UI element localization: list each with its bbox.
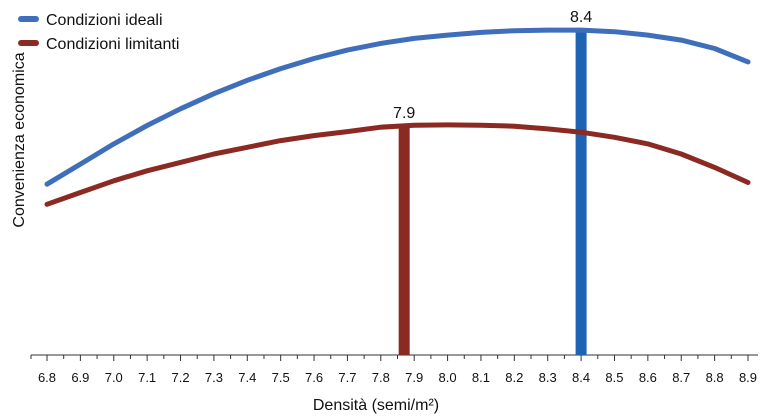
x-tick-label: 8.5 (605, 370, 623, 385)
x-tick-label: 8.0 (439, 370, 457, 385)
legend: Condizioni ideali Condizioni limitanti (18, 12, 179, 53)
x-tick-label: 7.5 (272, 370, 290, 385)
x-tick-label: 7.1 (138, 370, 156, 385)
x-tick-label: 8.3 (539, 370, 557, 385)
optimum-markers: 8.4 7.9 (393, 9, 592, 355)
x-tick-label: 7.8 (372, 370, 390, 385)
x-tick-label: 8.7 (672, 370, 690, 385)
optimum-label-limited: 7.9 (393, 105, 415, 122)
x-tick-label: 7.6 (305, 370, 323, 385)
series-line-limited (44, 122, 751, 207)
y-axis-title: Convenienza economica (11, 52, 28, 227)
x-tick-label: 8.9 (739, 370, 757, 385)
x-tick-label: 8.4 (572, 370, 590, 385)
x-tick-label: 7.3 (205, 370, 223, 385)
x-tick-label: 7.9 (405, 370, 423, 385)
x-tick-label: 7.0 (105, 370, 123, 385)
x-tick-label: 7.7 (338, 370, 356, 385)
x-axis-title: Densità (semi/m²) (313, 397, 439, 414)
series-line-ideal (44, 27, 751, 187)
series-lines (44, 27, 751, 207)
x-tick-label: 8.2 (505, 370, 523, 385)
legend-label-limited: Condizioni limitanti (46, 36, 179, 53)
x-tick-label: 8.8 (706, 370, 724, 385)
x-tick-label: 8.6 (639, 370, 657, 385)
x-axis-ticks: 6.8 6.9 7.0 7.1 7.2 7.3 7.4 7.5 7.6 7.7 7.8 7.9 8.0 8… (30, 355, 757, 385)
x-tick-label: 7.4 (238, 370, 256, 385)
x-tick-label: 6.8 (38, 370, 56, 385)
legend-label-ideal: Condizioni ideali (46, 12, 163, 29)
x-tick-label: 8.1 (472, 370, 490, 385)
optimum-label-ideal: 8.4 (570, 9, 592, 26)
x-tick-label: 7.2 (171, 370, 189, 385)
x-tick-label: 6.9 (71, 370, 89, 385)
